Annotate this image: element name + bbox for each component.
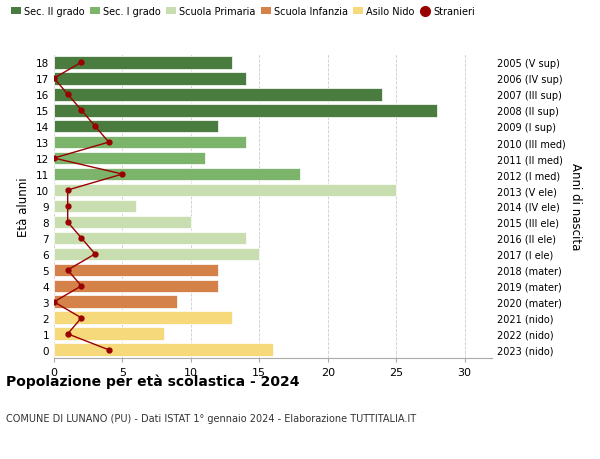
Bar (54, 200, 136, 213)
Bar (54, 248, 259, 261)
Bar (54, 168, 301, 181)
Bar (54, 232, 245, 245)
Bar (54, 89, 383, 101)
Text: Popolazione per età scolastica - 2024: Popolazione per età scolastica - 2024 (6, 374, 299, 389)
Y-axis label: Età alunni: Età alunni (17, 177, 31, 236)
Bar (54, 105, 437, 117)
Bar (54, 136, 245, 149)
Bar (54, 152, 205, 165)
Y-axis label: Anni di nascita: Anni di nascita (569, 163, 582, 250)
Bar (54, 120, 218, 133)
Bar (54, 264, 218, 277)
Text: COMUNE DI LUNANO (PU) - Dati ISTAT 1° gennaio 2024 - Elaborazione TUTTITALIA.IT: COMUNE DI LUNANO (PU) - Dati ISTAT 1° ge… (6, 413, 416, 423)
Bar (54, 184, 396, 197)
Bar (54, 344, 273, 357)
Bar (54, 296, 177, 308)
Bar (54, 312, 232, 325)
Bar (54, 216, 191, 229)
Bar (54, 56, 232, 69)
Bar (54, 328, 163, 341)
Bar (54, 73, 245, 85)
Legend: Sec. II grado, Sec. I grado, Scuola Primaria, Scuola Infanzia, Asilo Nido, Stran: Sec. II grado, Sec. I grado, Scuola Prim… (11, 7, 475, 17)
Bar (54, 280, 218, 293)
